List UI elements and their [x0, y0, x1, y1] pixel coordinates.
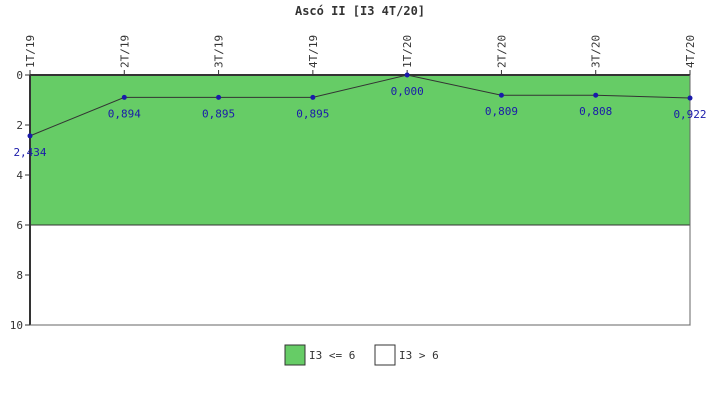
- data-point: [216, 94, 222, 100]
- y-tick-label: 4: [16, 169, 23, 182]
- data-label: 2,434: [13, 146, 46, 159]
- legend: I3 <= 6 I3 > 6: [284, 344, 439, 366]
- data-label: 0,808: [579, 105, 612, 118]
- y-tick-label: 2: [16, 119, 23, 132]
- series-line: [29, 74, 691, 137]
- data-point: [310, 94, 316, 100]
- threshold-bands: [29, 74, 691, 326]
- data-point: [687, 95, 693, 101]
- data-label: 0,922: [673, 108, 706, 121]
- chart-title: Ascó II [I3 4T/20]: [295, 4, 425, 18]
- data-label: 0,895: [296, 107, 329, 120]
- band-0: [29, 74, 691, 226]
- y-tick-label: 0: [16, 69, 23, 82]
- data-label: 0,809: [485, 105, 518, 118]
- y-axis-ticks: 0 2 4 6 8 10: [10, 69, 30, 332]
- x-tick-label: 1T/20: [401, 35, 414, 68]
- series: 2,434 0,894 0,895 0,895 0,000 0,809 0,808 0,922: [13, 72, 707, 159]
- data-label: 0,000: [391, 85, 424, 98]
- x-tick-label: 3T/19: [213, 35, 226, 68]
- axes: [29, 74, 691, 326]
- legend-swatch: [284, 344, 306, 366]
- data-point: [498, 92, 504, 98]
- x-tick-label: 2T/19: [118, 35, 131, 68]
- x-tick-label: 3T/20: [590, 35, 603, 68]
- legend-swatch: [374, 344, 396, 366]
- data-point: [593, 92, 599, 98]
- x-tick-label: 2T/20: [495, 35, 508, 68]
- x-axis-ticks: 1T/19 2T/19 3T/19 4T/19 1T/20 2T/20 3T/20 4T/20: [24, 35, 697, 75]
- x-tick-label: 4T/20: [684, 35, 697, 68]
- legend-label: I3 <= 6: [309, 349, 355, 362]
- x-tick-label: 1T/19: [24, 35, 37, 68]
- y-tick-label: 6: [16, 219, 23, 232]
- data-point: [404, 72, 410, 78]
- y-tick-label: 8: [16, 269, 23, 282]
- data-point: [121, 94, 127, 100]
- legend-label: I3 > 6: [399, 349, 439, 362]
- data-label: 0,895: [202, 107, 235, 120]
- y-tick-label: 10: [10, 319, 23, 332]
- x-tick-label: 4T/19: [307, 35, 320, 68]
- data-point: [27, 133, 33, 139]
- data-label: 0,894: [108, 107, 141, 120]
- band-1: [29, 224, 691, 326]
